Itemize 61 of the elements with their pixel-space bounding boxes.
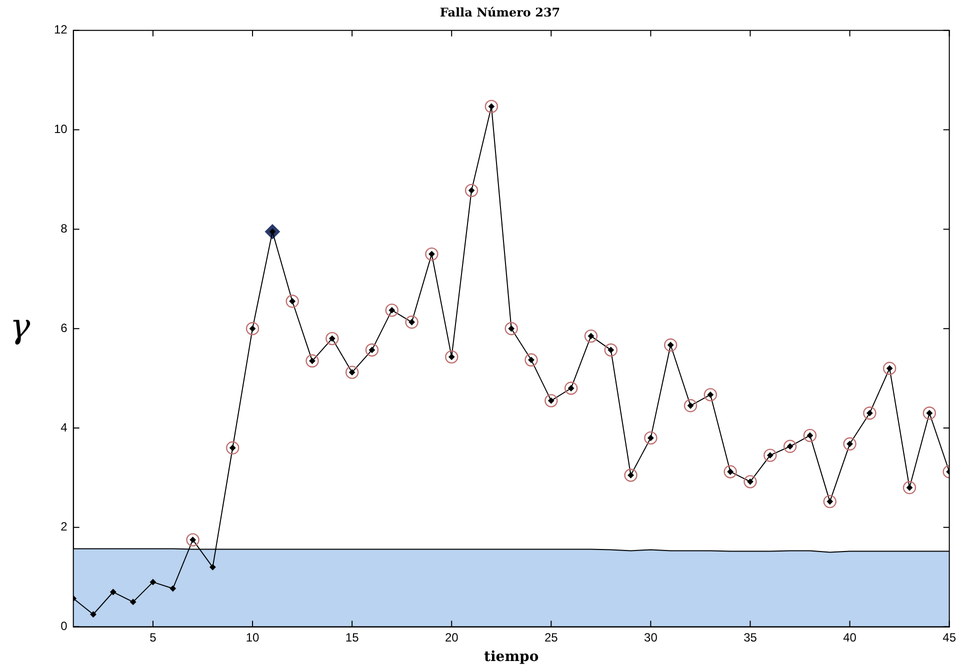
x-tick-label: 45 [942, 630, 956, 644]
y-tick-label: 6 [60, 320, 68, 335]
y-tick-label: 8 [60, 222, 68, 236]
point [883, 362, 896, 375]
y-tick-label: 4 [60, 420, 68, 434]
x-tick-label: 10 [246, 630, 260, 644]
point [544, 394, 558, 408]
point [604, 343, 618, 357]
point [425, 247, 438, 261]
point [286, 294, 299, 308]
point [464, 184, 478, 198]
point [226, 441, 240, 454]
y-tick-label: 0 [60, 619, 68, 634]
point [584, 329, 598, 343]
x-tick-label: 5 [150, 630, 157, 644]
chart-title: Falla Número 237 [440, 5, 560, 20]
point [246, 322, 260, 336]
point [724, 465, 737, 478]
point [664, 338, 678, 352]
y-axis-title: γ [10, 306, 31, 346]
point [684, 399, 698, 412]
x-axis-title: tiempo [484, 649, 539, 666]
point [564, 382, 578, 395]
x-tick-label: 25 [544, 630, 558, 644]
point [744, 475, 757, 488]
point [902, 481, 916, 494]
point [385, 304, 398, 317]
point [803, 428, 817, 442]
point [823, 494, 836, 508]
point [504, 322, 518, 336]
y-tick-label: 2 [60, 520, 68, 534]
point [863, 406, 876, 420]
x-tick-label: 20 [444, 630, 459, 644]
point [764, 448, 777, 462]
point [445, 350, 458, 364]
point [150, 579, 156, 586]
point [922, 406, 936, 420]
point [484, 100, 498, 114]
x-tick-label: 40 [843, 630, 857, 644]
point [90, 611, 96, 618]
y-tick-label: 12 [54, 22, 68, 37]
point [326, 332, 339, 346]
point [843, 437, 856, 451]
point [365, 343, 379, 357]
point [210, 564, 216, 570]
point [783, 440, 797, 453]
point [130, 598, 136, 605]
point [186, 533, 200, 546]
point [405, 316, 418, 329]
point [170, 586, 176, 592]
y-tick-label: 10 [54, 122, 68, 136]
point [524, 353, 538, 367]
point [644, 431, 658, 445]
point [110, 589, 116, 596]
x-tick-label: 35 [744, 630, 758, 644]
point [306, 354, 319, 368]
point [624, 468, 638, 482]
point [345, 366, 359, 379]
point [704, 388, 718, 402]
x-tick-label: 15 [345, 630, 360, 644]
x-tick-label: 30 [644, 630, 658, 644]
